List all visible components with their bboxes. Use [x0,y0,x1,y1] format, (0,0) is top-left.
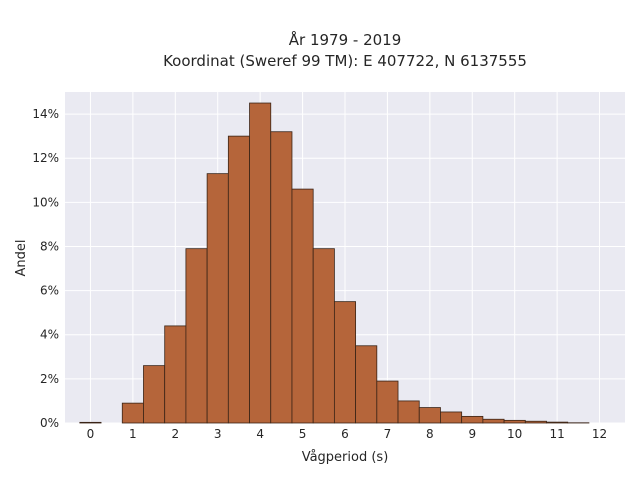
x-tick-label: 7 [384,427,392,441]
y-tick-label: 14% [32,107,59,121]
histogram-bar [503,419,526,424]
bars [79,102,590,424]
x-axis-label: Vågperiod (s) [302,450,389,465]
y-tick-label: 12% [32,151,59,165]
chart-title-line1: År 1979 - 2019 [289,30,402,49]
histogram-bar [376,380,399,424]
histogram-bar [227,135,250,424]
x-tick-label: 6 [341,427,349,441]
y-axis-ticks: 0% 2% 4% 6% 8% 10% 12% 14% [32,107,59,430]
histogram-bar [397,400,420,424]
histogram-bar [249,102,272,424]
x-tick-label: 11 [549,427,564,441]
histogram-bar [355,345,378,424]
y-tick-label: 6% [40,284,59,298]
x-tick-label: 8 [426,427,434,441]
x-tick-label: 1 [129,427,137,441]
x-tick-label: 4 [256,427,264,441]
y-tick-label: 0% [40,416,59,430]
histogram-bar [79,421,102,424]
x-axis-ticks: 0 1 2 3 4 5 6 7 8 9 10 11 12 [87,427,608,441]
histogram-bar [461,415,484,424]
y-tick-label: 4% [40,328,59,342]
x-tick-label: 2 [171,427,179,441]
histogram-bar [185,248,208,424]
x-tick-label: 3 [214,427,222,441]
y-tick-label: 2% [40,372,59,386]
x-tick-label: 12 [592,427,607,441]
x-tick-label: 9 [468,427,476,441]
histogram-bar [270,131,293,424]
y-tick-label: 10% [32,195,59,209]
histogram-bar [524,420,547,424]
x-tick-label: 5 [299,427,307,441]
histogram-bar [164,325,187,424]
histogram-bar [206,173,229,424]
histogram-bar [143,365,166,424]
histogram-bar [333,301,357,424]
chart-title-line2: Koordinat (Sweref 99 TM): E 407722, N 61… [163,52,527,70]
histogram-bar [482,418,505,424]
x-tick-label: 10 [507,427,522,441]
histogram-bar [418,407,441,424]
y-axis-label: Andel [14,240,29,277]
histogram-bar [440,411,463,424]
histogram-bar [546,421,569,424]
histogram-bar [121,402,144,424]
x-tick-label: 0 [87,427,95,441]
histogram-bar [291,188,314,424]
y-tick-label: 8% [40,239,59,253]
histogram-bar [312,248,335,424]
